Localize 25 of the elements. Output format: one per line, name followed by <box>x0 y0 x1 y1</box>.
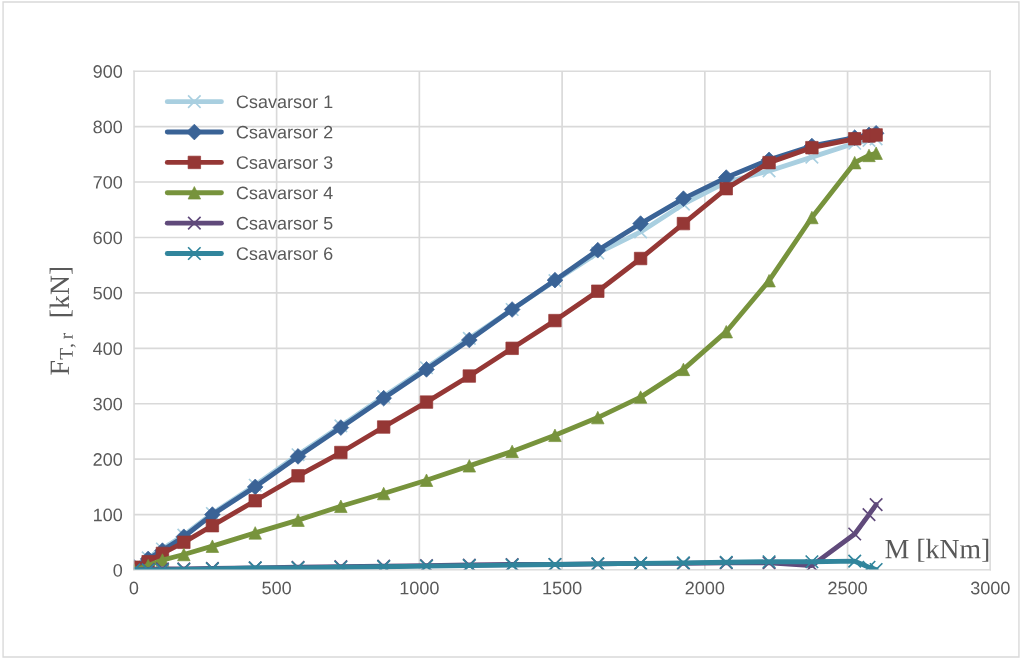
y-tick-label: 300 <box>93 397 123 411</box>
y-axis-title: F$_{T,r}$ [kN] <box>49 267 76 375</box>
y-tick-label: 400 <box>93 342 123 356</box>
legend-label: Csavarsor 2 <box>236 125 333 139</box>
legend-label: Csavarsor 1 <box>236 95 333 109</box>
x-axis-title: M [kNm] <box>885 538 989 562</box>
y-tick-label: 0 <box>113 563 123 577</box>
y-tick-label: 600 <box>93 231 123 245</box>
legend-label: Csavarsor 6 <box>236 247 333 261</box>
y-tick-label: 900 <box>93 65 123 78</box>
legend-label: Csavarsor 5 <box>236 216 333 230</box>
legend-label: Csavarsor 4 <box>236 186 333 200</box>
x-tick-label: 1500 <box>543 581 582 595</box>
x-tick-label: 3000 <box>970 581 1010 595</box>
x-tick-label: 500 <box>262 581 291 595</box>
x-tick-label: 2500 <box>828 581 867 595</box>
x-tick-label: 2000 <box>685 581 725 595</box>
x-tick-label: 0 <box>129 581 139 595</box>
y-tick-label: 700 <box>93 175 123 189</box>
y-tick-label: 100 <box>94 508 123 522</box>
y-tick-label: 800 <box>93 120 123 134</box>
legend-label: Csavarsor 3 <box>236 156 333 169</box>
y-tick-label: 500 <box>93 286 123 300</box>
x-tick-label: 1000 <box>400 581 439 595</box>
y-tick-label: 200 <box>93 453 123 466</box>
